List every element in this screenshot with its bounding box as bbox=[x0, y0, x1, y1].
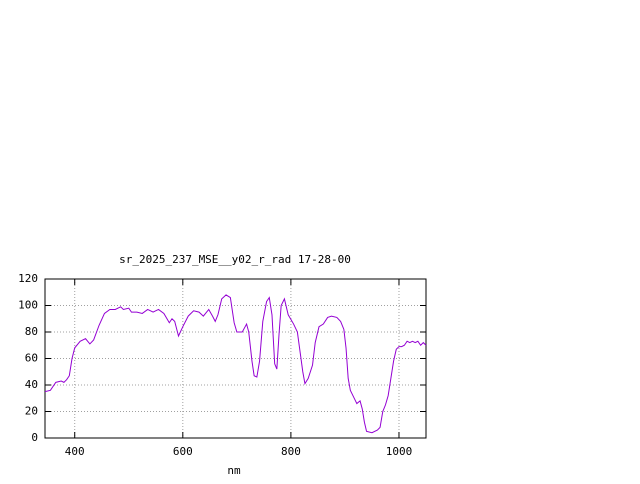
x-tick-label: 600 bbox=[173, 445, 193, 458]
data-line bbox=[44, 294, 427, 434]
chart-title: sr_2025_237_MSE__y02_r_rad 17-28-00 bbox=[119, 253, 351, 266]
y-tick-label: 100 bbox=[18, 299, 38, 312]
y-tick-label: 40 bbox=[25, 378, 38, 391]
x-tick-label: 400 bbox=[65, 445, 85, 458]
plot-frame bbox=[44, 278, 427, 439]
y-tick-label: 20 bbox=[25, 405, 38, 418]
x-tick-label: 800 bbox=[281, 445, 301, 458]
y-tick-label: 0 bbox=[31, 431, 38, 444]
x-tick-label: 1000 bbox=[386, 445, 413, 458]
y-tick-label: 80 bbox=[25, 325, 38, 338]
x-axis-label: nm bbox=[227, 464, 241, 477]
y-tick-label: 60 bbox=[25, 352, 38, 365]
y-tick-label: 120 bbox=[18, 272, 38, 285]
